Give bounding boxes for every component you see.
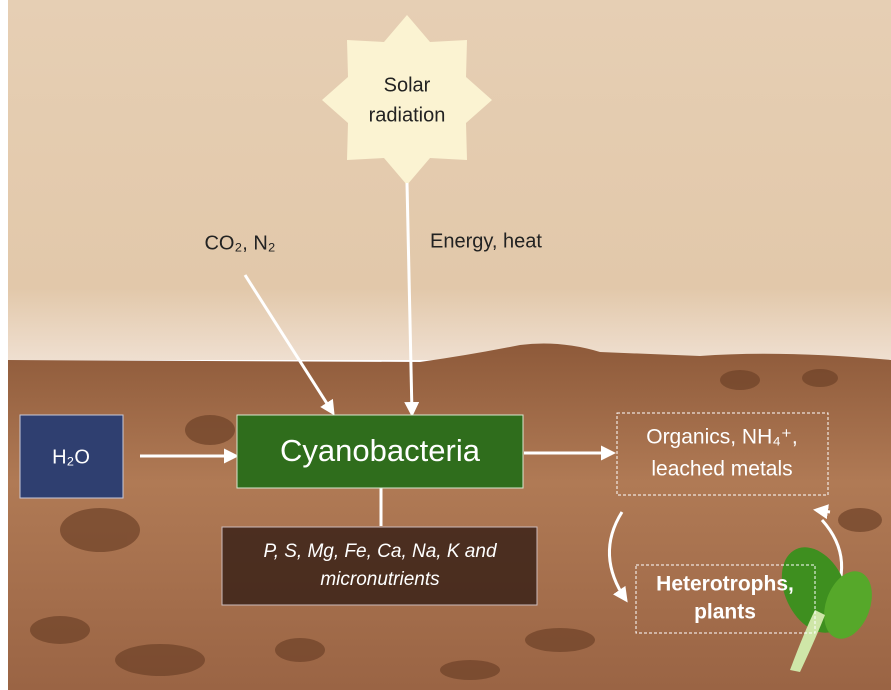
cycle-arrow	[816, 510, 830, 512]
products-label: Organics, NH₄⁺,	[646, 426, 798, 449]
water-label: H₂O	[52, 446, 90, 468]
sun	[322, 15, 492, 185]
products-label: leached metals	[651, 458, 792, 481]
energy-label: Energy, heat	[430, 230, 542, 252]
gas-label: CO₂, N₂	[204, 232, 275, 254]
solar-label: radiation	[369, 104, 446, 126]
solar-label: Solar	[384, 74, 431, 96]
ground	[8, 344, 891, 690]
consumers-label: Heterotrophs,	[656, 573, 794, 596]
cyanobacteria-label: Cyanobacteria	[280, 433, 481, 468]
nutrients-box	[222, 527, 537, 605]
nutrients-label: micronutrients	[320, 569, 440, 590]
consumers-label: plants	[694, 601, 756, 624]
nutrients-label: P, S, Mg, Fe, Ca, Na, K and	[263, 541, 497, 562]
diagram: Solar radiation CO₂, N₂ Energy, heat H₂O…	[0, 0, 891, 690]
